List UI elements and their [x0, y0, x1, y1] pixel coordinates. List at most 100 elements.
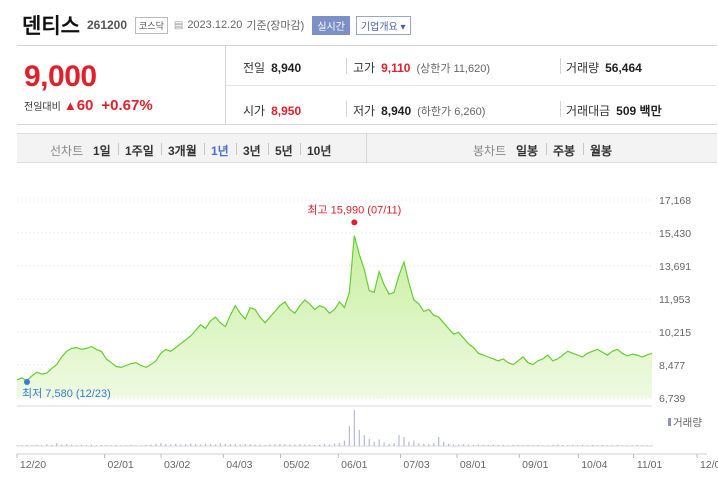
change-percent: +0.67% — [101, 97, 153, 114]
volume-bar — [581, 444, 584, 446]
volume-bar — [601, 444, 603, 446]
volume-bar — [433, 443, 435, 446]
volume-bar — [606, 445, 608, 446]
company-overview-dropdown[interactable]: 기업개요 ▾ — [355, 15, 411, 35]
volume-bar — [219, 443, 221, 446]
volume-bar — [616, 444, 618, 446]
x-tick-label: 12/01 — [700, 459, 718, 471]
stock-header: 덴티스 261200 코스닥 ▤ 2023.12.20 기준(장마감) 실시간 … — [22, 12, 411, 38]
volume-bar — [428, 444, 430, 446]
y-tick-label: 11,953 — [659, 294, 690, 306]
prev-close-label: 전일 — [243, 61, 266, 75]
period-5y[interactable]: 5년 — [275, 144, 293, 158]
volume-bar — [552, 444, 554, 446]
volume-bar — [343, 440, 346, 446]
low-label: 저가 — [353, 104, 376, 118]
stock-code: 261200 — [86, 18, 128, 32]
x-tick-label: 07/03 — [403, 459, 429, 471]
volume-bar — [542, 445, 544, 446]
volume-bar — [517, 444, 519, 446]
volume-bar — [170, 444, 172, 446]
price-chart[interactable]: 17,168 15,430 13,691 11,953 10,215 8,477 6,739… — [0, 180, 718, 491]
volume-bar — [41, 445, 43, 446]
calendar-icon: ▤ — [173, 19, 184, 31]
volume-bar — [537, 444, 539, 446]
realtime-button[interactable]: 실시간 — [312, 15, 350, 35]
period-1d[interactable]: 1일 — [93, 144, 111, 158]
volume-bar — [130, 444, 132, 446]
volume-bar — [140, 445, 142, 446]
period-1w[interactable]: 1주일 — [125, 144, 154, 158]
quote-basis: 기준(장마감) — [246, 20, 305, 32]
volume-bar — [95, 445, 97, 446]
volume-bar — [234, 444, 236, 446]
amount-label: 거래대금 — [566, 104, 611, 118]
volume-bar — [244, 443, 246, 446]
low-marker — [24, 379, 30, 386]
y-tick-label: 8,477 — [659, 360, 685, 372]
volume-bar — [512, 444, 514, 446]
high-label: 고가 — [353, 61, 376, 75]
volume-bar — [269, 444, 271, 446]
volume-bar — [90, 444, 93, 446]
divider — [546, 143, 547, 155]
high-marker — [351, 219, 358, 226]
volume-bar — [46, 444, 48, 446]
y-tick-label: 15,430 — [659, 228, 691, 240]
divider — [583, 143, 584, 155]
volume-bar — [492, 444, 494, 446]
divider — [268, 143, 269, 155]
y-tick-label: 6,739 — [659, 393, 685, 405]
volume-bar — [438, 437, 440, 446]
volume-bar — [294, 444, 296, 446]
volume-bar — [448, 443, 450, 446]
volume-bar — [487, 444, 489, 446]
volume-bar — [155, 443, 157, 446]
volume-bar — [145, 444, 147, 446]
candle-daily[interactable]: 일봉 — [516, 144, 539, 158]
candle-chart-label: 봉차트 — [473, 144, 507, 158]
period-10y[interactable]: 10년 — [307, 144, 332, 158]
volume-value: 56,464 — [605, 60, 642, 75]
volume-bar — [165, 444, 167, 446]
volume-bar — [120, 445, 122, 446]
open-cell: 시가 8,950 — [243, 102, 301, 119]
volume-bar — [636, 444, 638, 446]
x-tick-label: 05/02 — [283, 459, 309, 471]
volume-bar — [338, 443, 341, 446]
volume-bar — [472, 444, 475, 446]
high-value: 9,110 — [381, 60, 411, 75]
prev-close-value: 8,940 — [271, 60, 302, 75]
candle-weekly[interactable]: 주봉 — [553, 144, 576, 158]
volume-bar — [36, 444, 38, 446]
divider — [236, 143, 237, 155]
period-3y[interactable]: 3년 — [243, 144, 261, 158]
volume-bar — [319, 444, 321, 446]
volume-bar — [51, 444, 53, 446]
volume-bar — [522, 445, 524, 446]
volume-bar — [596, 445, 599, 446]
volume-bar — [204, 443, 207, 446]
volume-bar — [363, 435, 365, 446]
volume-bar — [586, 445, 589, 446]
stock-name: 덴티스 — [22, 15, 80, 38]
period-1y[interactable]: 1년 — [211, 144, 229, 158]
volume-bar — [611, 445, 613, 446]
volume-bar — [214, 444, 217, 446]
x-tick-label: 10/04 — [581, 459, 607, 471]
change-value: 60 — [76, 97, 94, 114]
volume-legend: 거래량 — [673, 417, 702, 429]
candle-monthly[interactable]: 월봉 — [590, 144, 613, 158]
low-cell: 저가 8,940 (하한가 6,260) — [353, 102, 485, 119]
volume-bar — [199, 444, 202, 446]
volume-bar — [348, 426, 350, 446]
period-3m[interactable]: 3개월 — [168, 144, 197, 158]
volume-bar — [254, 444, 256, 446]
volume-bar — [557, 444, 559, 446]
volume-bar — [21, 445, 23, 446]
volume-bar — [651, 445, 653, 446]
divider — [346, 101, 347, 117]
x-tick-label: 11/01 — [637, 459, 663, 471]
x-tick-label: 03/02 — [164, 459, 190, 471]
volume-bar — [289, 444, 291, 446]
